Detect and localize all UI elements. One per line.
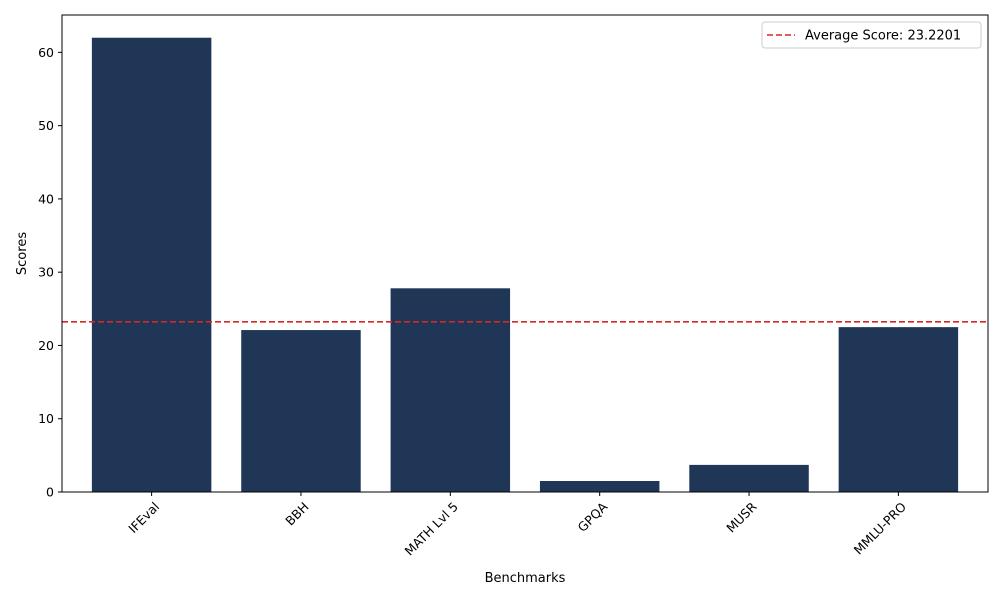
bar-bbh (241, 330, 361, 492)
legend: Average Score: 23.2201 (761, 21, 982, 49)
y-axis-label: Scores (15, 232, 30, 275)
y-tick-label: 10 (38, 411, 54, 426)
y-ticks-group: 0 10 20 30 40 50 60 (38, 45, 62, 500)
bar-math-lvl-5 (390, 288, 511, 492)
plot-frame (61, 14, 989, 493)
x-tick-label: IFEval (125, 499, 162, 536)
y-tick-label: 0 (46, 485, 54, 500)
y-tick-label: 40 (38, 191, 54, 206)
bar-ifeval (91, 37, 212, 492)
bar-mmlu-pro (838, 327, 959, 492)
bars-group (91, 37, 959, 492)
x-tick-label: BBH (282, 499, 311, 528)
x-tick-label: MMLU-PRO (851, 499, 910, 558)
x-tick-label: GPQA (575, 499, 611, 535)
legend-label-average: Average Score: 23.2201 (805, 29, 961, 44)
legend-box (761, 21, 982, 49)
y-tick-label: 60 (38, 45, 54, 60)
x-axis-label: Benchmarks (485, 571, 566, 586)
x-ticks-group: IFEval BBH MATH Lvl 5 GPQA MUSR MMLU-PRO (125, 492, 909, 559)
bar-musr (689, 464, 809, 492)
bar-gpqa (539, 481, 660, 492)
y-tick-label: 30 (38, 265, 54, 280)
x-tick-label: MUSR (723, 499, 760, 536)
y-tick-label: 50 (38, 118, 54, 133)
y-tick-label: 20 (38, 338, 54, 353)
x-tick-label: MATH Lvl 5 (401, 499, 460, 558)
